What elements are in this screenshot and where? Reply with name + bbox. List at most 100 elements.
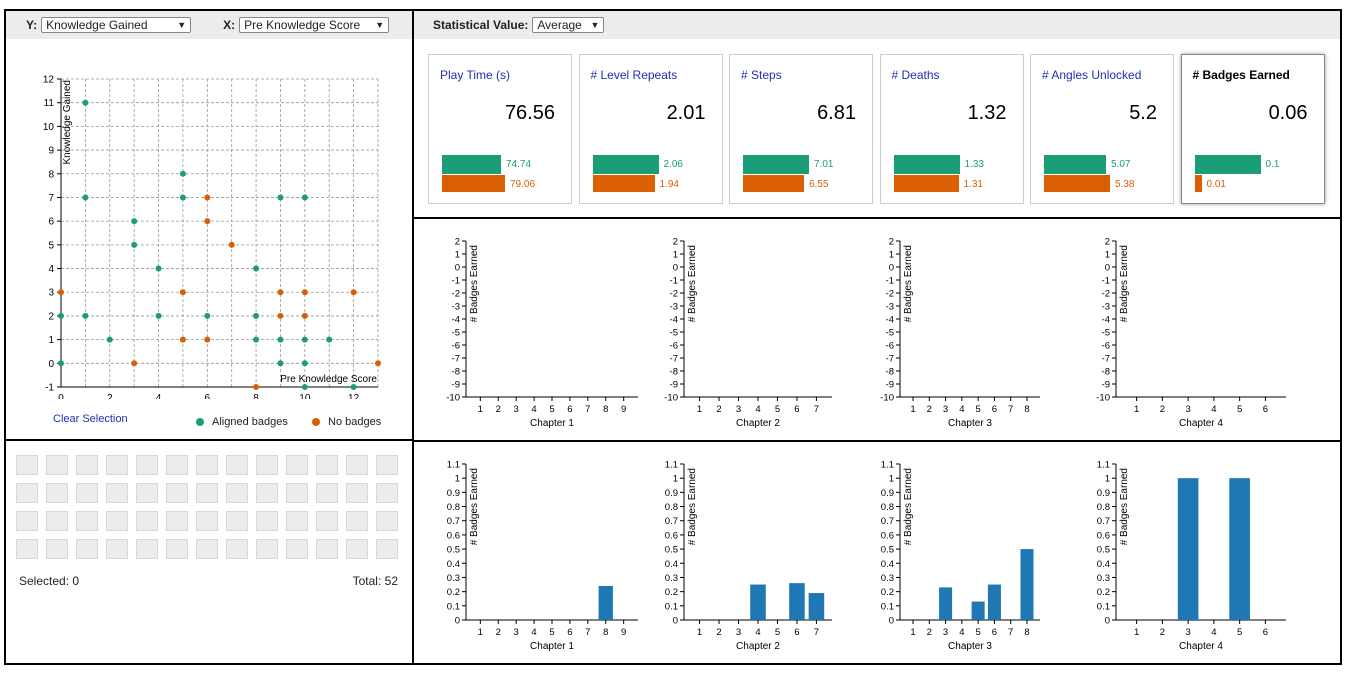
- data-point[interactable]: [204, 194, 211, 201]
- data-point[interactable]: [58, 289, 64, 296]
- student-cell[interactable]: [316, 455, 338, 475]
- data-point[interactable]: [204, 218, 211, 225]
- student-cell[interactable]: [346, 539, 368, 559]
- data-point[interactable]: [179, 336, 186, 343]
- student-cell[interactable]: [136, 539, 158, 559]
- student-cell[interactable]: [76, 483, 98, 503]
- student-cell[interactable]: [196, 539, 218, 559]
- data-point[interactable]: [326, 336, 333, 343]
- student-cell[interactable]: [346, 483, 368, 503]
- stat-select[interactable]: Average ▼: [532, 17, 605, 33]
- student-cell[interactable]: [46, 483, 68, 503]
- data-point[interactable]: [375, 360, 381, 367]
- data-point[interactable]: [179, 289, 186, 296]
- student-cell[interactable]: [226, 483, 248, 503]
- student-cell[interactable]: [16, 511, 38, 531]
- y-axis-select[interactable]: Knowledge Gained ▼: [41, 17, 192, 33]
- student-cell[interactable]: [16, 455, 38, 475]
- student-cell[interactable]: [166, 511, 188, 531]
- student-cell[interactable]: [136, 455, 158, 475]
- student-cell[interactable]: [16, 539, 38, 559]
- data-point[interactable]: [155, 312, 162, 319]
- student-cell[interactable]: [106, 539, 128, 559]
- student-cell[interactable]: [166, 483, 188, 503]
- student-cell[interactable]: [106, 483, 128, 503]
- data-point[interactable]: [277, 336, 284, 343]
- data-point[interactable]: [58, 360, 64, 367]
- data-point[interactable]: [350, 384, 357, 390]
- data-point[interactable]: [301, 336, 308, 343]
- student-cell[interactable]: [376, 539, 398, 559]
- data-point[interactable]: [58, 312, 64, 319]
- student-cell[interactable]: [166, 455, 188, 475]
- student-cell[interactable]: [76, 539, 98, 559]
- data-point[interactable]: [82, 99, 89, 106]
- data-point[interactable]: [253, 336, 260, 343]
- data-point[interactable]: [253, 265, 260, 272]
- stat-card[interactable]: # Deaths 1.32 1.33 1.31: [879, 54, 1024, 204]
- data-point[interactable]: [106, 336, 113, 343]
- student-cell[interactable]: [376, 483, 398, 503]
- data-point[interactable]: [277, 312, 284, 319]
- student-cell[interactable]: [226, 455, 248, 475]
- data-point[interactable]: [350, 289, 357, 296]
- student-cell[interactable]: [106, 511, 128, 531]
- student-cell[interactable]: [256, 511, 278, 531]
- data-point[interactable]: [204, 336, 211, 343]
- data-point[interactable]: [131, 360, 138, 367]
- student-cell[interactable]: [136, 511, 158, 531]
- student-cell[interactable]: [196, 455, 218, 475]
- x-axis-select[interactable]: Pre Knowledge Score ▼: [239, 17, 390, 33]
- student-cell[interactable]: [196, 483, 218, 503]
- student-cell[interactable]: [136, 483, 158, 503]
- student-cell[interactable]: [256, 483, 278, 503]
- student-cell[interactable]: [196, 511, 218, 531]
- student-cell[interactable]: [316, 511, 338, 531]
- data-point[interactable]: [179, 170, 186, 177]
- student-cell[interactable]: [376, 511, 398, 531]
- data-point[interactable]: [155, 265, 162, 272]
- stat-card[interactable]: Play Time (s) 76.56 74.74 79.06: [428, 54, 572, 204]
- student-cell[interactable]: [256, 455, 278, 475]
- student-cell[interactable]: [166, 539, 188, 559]
- student-cell[interactable]: [316, 539, 338, 559]
- data-point[interactable]: [301, 312, 308, 319]
- data-point[interactable]: [253, 312, 260, 319]
- data-point[interactable]: [301, 360, 308, 367]
- student-cell[interactable]: [316, 483, 338, 503]
- student-cell[interactable]: [346, 455, 368, 475]
- data-point[interactable]: [82, 194, 89, 201]
- student-cell[interactable]: [346, 511, 368, 531]
- data-point[interactable]: [253, 384, 260, 390]
- student-cell[interactable]: [286, 483, 308, 503]
- data-point[interactable]: [179, 194, 186, 201]
- student-cell[interactable]: [256, 539, 278, 559]
- student-cell[interactable]: [226, 511, 248, 531]
- data-point[interactable]: [204, 312, 211, 319]
- data-point[interactable]: [277, 194, 284, 201]
- student-cell[interactable]: [46, 539, 68, 559]
- student-cell[interactable]: [46, 511, 68, 531]
- student-cell[interactable]: [376, 455, 398, 475]
- data-point[interactable]: [131, 218, 138, 225]
- data-point[interactable]: [277, 360, 284, 367]
- student-cell[interactable]: [286, 455, 308, 475]
- data-point[interactable]: [301, 384, 308, 390]
- data-point[interactable]: [131, 241, 138, 248]
- data-point[interactable]: [301, 289, 308, 296]
- clear-selection-link[interactable]: Clear Selection: [53, 413, 128, 425]
- student-cell[interactable]: [106, 455, 128, 475]
- student-cell[interactable]: [226, 539, 248, 559]
- data-point[interactable]: [277, 289, 284, 296]
- student-cell[interactable]: [286, 539, 308, 559]
- student-cell[interactable]: [76, 511, 98, 531]
- stat-card[interactable]: # Steps 6.81 7.01 6.55: [729, 54, 873, 204]
- stat-card[interactable]: # Level Repeats 2.01 2.06 1.94: [578, 54, 723, 204]
- student-cell[interactable]: [16, 483, 38, 503]
- student-cell[interactable]: [76, 455, 98, 475]
- data-point[interactable]: [82, 312, 89, 319]
- stat-card[interactable]: # Angles Unlocked 5.2 5.07 5.38: [1030, 54, 1174, 204]
- data-point[interactable]: [228, 241, 235, 248]
- student-cell[interactable]: [46, 455, 68, 475]
